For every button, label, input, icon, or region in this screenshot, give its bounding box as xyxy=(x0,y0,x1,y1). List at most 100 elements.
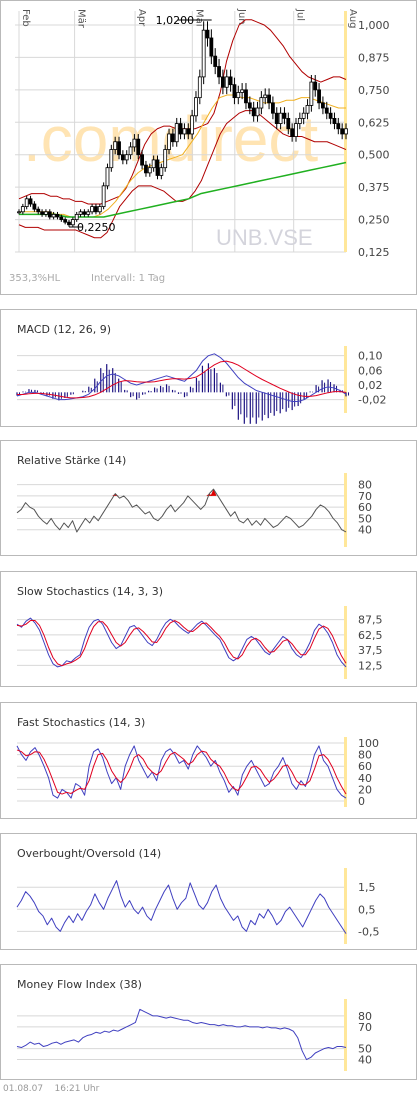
indicator-line-1 xyxy=(16,745,347,799)
y-tick-label: 0,10 xyxy=(358,350,383,363)
candle-body xyxy=(305,105,310,114)
y-tick-label: 0,125 xyxy=(358,246,390,259)
candle-body xyxy=(344,128,348,135)
rsi-title: Relative Stärke (14) xyxy=(17,454,127,467)
indicator-line-1 xyxy=(16,617,347,668)
candle-body xyxy=(151,159,156,169)
fast-stochastics-title: Fast Stochastics (14, 3) xyxy=(17,716,146,729)
y-tick-label: 0 xyxy=(358,795,365,808)
y-tick-label: 40 xyxy=(358,772,372,785)
slow-stochastics-chart: 87,5 62,5 37,5 12,5 xyxy=(16,606,383,679)
y-tick-label: 0,500 xyxy=(358,149,390,162)
y-tick-label: 70 xyxy=(358,490,372,503)
rsi-panel: Relative Stärke (14) 80 70 60 50 40 xyxy=(0,440,417,556)
y-tick-label: 50 xyxy=(358,512,372,525)
y-tick-label: 40 xyxy=(358,1054,372,1067)
candle-body xyxy=(297,117,302,124)
candle-body xyxy=(170,133,175,143)
candle-body xyxy=(274,112,279,124)
indicator-line xyxy=(16,488,347,533)
y-tick-label: -0,5 xyxy=(358,925,379,938)
candle-body xyxy=(94,206,98,213)
overbought-oversold-title: Overbought/Oversold (14) xyxy=(17,847,162,860)
candle-body xyxy=(132,138,137,148)
candle-body xyxy=(59,216,64,220)
macd-title: MACD (12, 26, 9) xyxy=(17,323,112,336)
candle-body xyxy=(244,89,248,104)
candle-body xyxy=(313,81,318,91)
candle-body xyxy=(124,154,129,161)
candle-body xyxy=(317,89,321,104)
candle-body xyxy=(236,92,241,99)
candle-body xyxy=(174,123,179,143)
y-tick-label: 87,5 xyxy=(358,614,383,627)
candle-body xyxy=(97,206,102,213)
slow-stochastics-title: Slow Stochastics (14, 3, 3) xyxy=(17,585,163,598)
high-label: 1,0200 xyxy=(156,14,195,27)
candle-body xyxy=(32,203,37,210)
candle-body xyxy=(117,141,121,156)
candle-body xyxy=(271,102,275,114)
candle-body xyxy=(113,141,118,150)
indicator-line-2 xyxy=(17,360,347,399)
month-label: Jun xyxy=(236,8,247,25)
candle-body xyxy=(294,123,298,137)
current-day-marker xyxy=(344,473,347,547)
candle-body xyxy=(205,29,210,39)
y-tick-label: 0,375 xyxy=(358,181,390,194)
indicator-line-1 xyxy=(16,353,347,402)
candle-body xyxy=(67,221,71,226)
candle-body xyxy=(197,76,202,99)
candle-body xyxy=(105,167,110,187)
month-label: Apr xyxy=(136,9,147,27)
y-tick-label: 12,5 xyxy=(358,659,383,672)
candle-body xyxy=(55,213,60,218)
overbought-oversold-chart: 1,5 0,5 -0,5 xyxy=(16,868,379,944)
current-day-marker xyxy=(344,737,347,807)
candle-body xyxy=(86,211,91,215)
overbought-oversold-panel: Overbought/Oversold (14) 1,5 0,5 -0,5 xyxy=(0,833,417,950)
y-tick-label: 60 xyxy=(358,501,372,514)
y-tick-label: 40 xyxy=(358,524,372,537)
month-label: Mär xyxy=(76,9,87,29)
indicator-line xyxy=(16,1008,347,1061)
y-tick-label: 80 xyxy=(358,749,372,762)
y-tick-label: 1,000 xyxy=(358,19,390,32)
candle-body xyxy=(20,206,25,213)
interval-text: Intervall: 1 Tag xyxy=(91,273,165,284)
overbought-zone xyxy=(210,489,217,496)
y-tick-label: 0,875 xyxy=(358,51,390,64)
candle-body xyxy=(301,112,306,119)
macd-chart: 0,100,06 0,02 -0,02 xyxy=(16,346,386,424)
candle-body xyxy=(47,211,52,218)
timestamp-footer: 01.08.07 16:21 Uhr xyxy=(3,1084,99,1094)
candle-body xyxy=(159,167,164,176)
candle-body xyxy=(282,112,287,119)
y-tick-label: 20 xyxy=(358,783,372,796)
candle-body xyxy=(259,97,264,109)
indicator-line-2 xyxy=(16,749,347,795)
candle-body xyxy=(321,102,325,109)
macd-panel: MACD (12, 26, 9) 0,10 0,06 0,02 -0,02 xyxy=(0,309,417,427)
footer-date: 01.08.07 xyxy=(3,1084,44,1094)
fast-stochastics-panel: Fast Stochastics (14, 3) 100 80 60 40 20 0 xyxy=(0,702,417,819)
candle-body xyxy=(147,167,152,174)
candle-body xyxy=(90,206,94,213)
current-day-marker xyxy=(344,606,347,679)
y-tick-label: 0,5 xyxy=(358,903,376,916)
candle-body xyxy=(224,76,229,88)
candle-body xyxy=(120,154,125,161)
y-tick-label: 0,750 xyxy=(358,84,390,97)
candle-body xyxy=(251,107,256,117)
month-label: Jul xyxy=(295,8,306,21)
candle-body xyxy=(44,211,48,215)
candle-body xyxy=(78,211,83,215)
candle-body xyxy=(144,164,148,174)
y-tick-label: 62,5 xyxy=(358,629,383,642)
price-chart: .comdirect1,0000,8750,7500,6250,5000,375… xyxy=(9,8,390,284)
candle-body xyxy=(247,102,252,109)
candle-body xyxy=(190,115,195,135)
